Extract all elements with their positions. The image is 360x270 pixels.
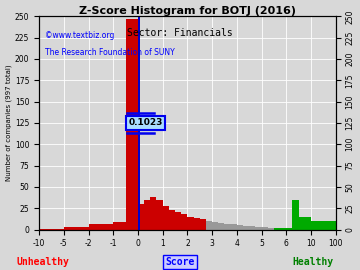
Bar xyxy=(138,204,144,230)
Bar xyxy=(169,210,175,230)
Bar xyxy=(39,229,64,230)
Bar xyxy=(212,222,218,230)
Text: Healthy: Healthy xyxy=(293,256,334,266)
Bar xyxy=(292,200,299,230)
Bar xyxy=(268,228,274,230)
Bar xyxy=(299,217,311,229)
Bar xyxy=(274,228,280,230)
Bar xyxy=(89,224,113,230)
Bar xyxy=(218,223,225,230)
Text: The Research Foundation of SUNY: The Research Foundation of SUNY xyxy=(45,48,175,57)
Bar xyxy=(144,200,150,230)
Bar xyxy=(200,219,206,230)
Title: Z-Score Histogram for BOTJ (2016): Z-Score Histogram for BOTJ (2016) xyxy=(79,6,296,16)
Bar xyxy=(113,222,138,230)
Bar xyxy=(157,200,163,230)
Bar xyxy=(126,19,138,230)
Bar xyxy=(243,226,249,229)
Bar xyxy=(194,218,200,230)
Bar xyxy=(286,228,292,230)
Bar xyxy=(262,227,268,230)
Bar xyxy=(188,217,194,229)
Bar xyxy=(206,221,212,230)
Bar xyxy=(64,227,89,230)
Bar xyxy=(280,228,286,230)
Text: Sector: Financials: Sector: Financials xyxy=(127,28,233,38)
Y-axis label: Number of companies (997 total): Number of companies (997 total) xyxy=(5,65,12,181)
Bar xyxy=(237,225,243,229)
Bar xyxy=(150,197,157,230)
Bar xyxy=(255,227,262,230)
Bar xyxy=(175,212,181,230)
Bar xyxy=(163,206,169,230)
Bar xyxy=(225,224,231,230)
Bar xyxy=(231,224,237,229)
Bar xyxy=(139,16,140,230)
Bar xyxy=(181,214,188,230)
Text: Score: Score xyxy=(165,256,195,266)
Bar xyxy=(249,226,255,229)
Bar xyxy=(311,221,336,230)
Text: Unhealthy: Unhealthy xyxy=(17,256,69,266)
Text: ©www.textbiz.org: ©www.textbiz.org xyxy=(45,31,114,40)
Text: 0.1023: 0.1023 xyxy=(129,119,163,127)
